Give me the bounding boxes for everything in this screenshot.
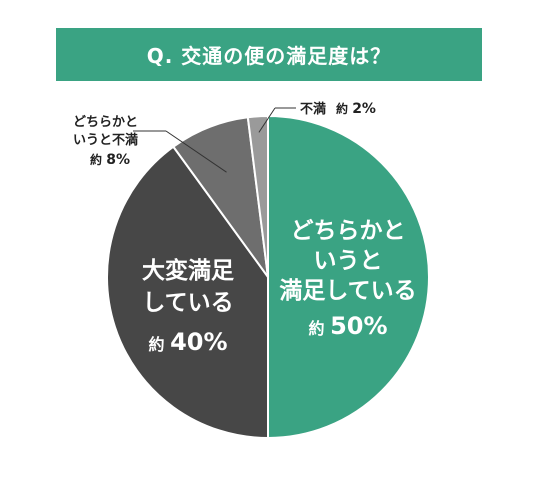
slice-0-percent: 約 50% [308,312,387,340]
slice-3-label-line-0: 不満 [300,101,326,117]
slice-0-label-line-0: どちらかと [291,218,406,244]
slice-2-percent: 約 8% [90,152,130,168]
slice-1-label-line-1: している [142,290,233,316]
slice-0-label-line-2: 満足している [279,278,416,304]
pie-slice-3 [246,114,269,278]
slice-0-label-line-1: いうと [314,248,383,274]
title-background [56,28,482,81]
slice-2-label-line-0: どちらかと [73,115,138,130]
slice-3-percent: 約 2% [336,101,376,117]
slice-2-label-line-1: いうと不満 [73,132,138,148]
chart-title: Q. 交通の便の満足度は？ [146,44,392,68]
slice-2-leader-line [165,130,227,173]
slice-3-leader-line [258,107,276,133]
slice-1-percent: 約 40% [148,328,227,356]
pie-slice-1 [106,145,269,440]
pie-slices [106,114,430,440]
slice-1-label-line-0: 大変満足 [142,257,234,284]
pie-slice-0 [267,114,430,440]
